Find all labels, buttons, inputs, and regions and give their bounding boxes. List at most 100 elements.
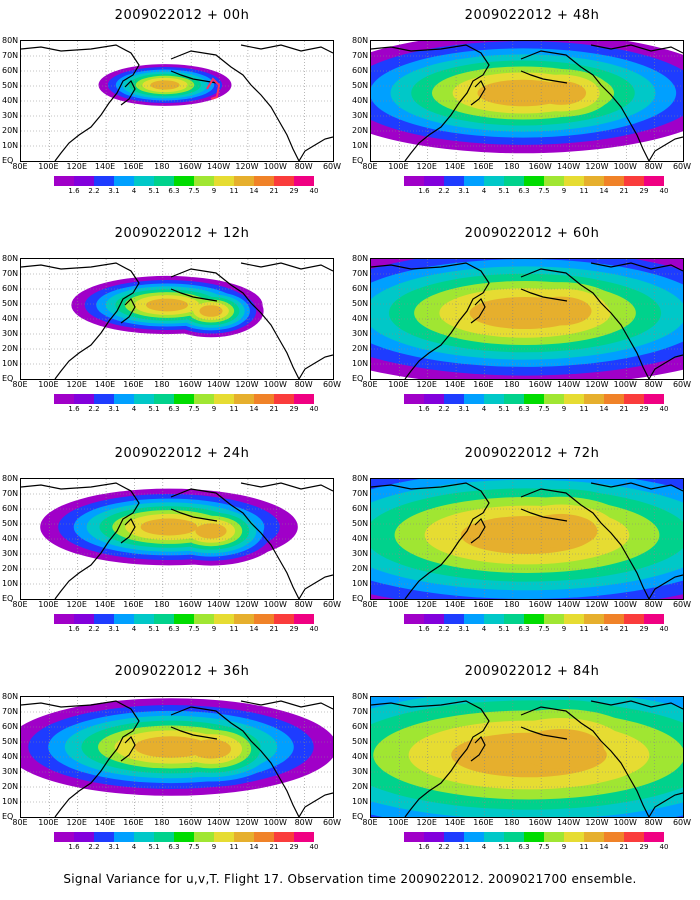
variance-fill-1 [71,275,264,338]
colorbar-label: 5.1 [148,405,160,413]
colorbar-swatch [464,394,484,404]
colorbar-swatch [154,176,174,186]
lat-label: EQ [352,156,364,165]
colorbar-swatch [524,614,544,624]
lat-label: 30N [2,767,19,776]
colorbar-label: 3.1 [108,405,120,413]
colorbar-swatch [94,614,114,624]
colorbar-swatch [584,832,604,842]
colorbar-swatch [194,176,214,186]
colorbar-label: 6.3 [168,625,180,633]
variance-contour [195,523,227,539]
colorbar-swatch [424,394,444,404]
lon-label: 140W [206,818,231,827]
lon-label: 120W [585,818,609,827]
colorbar-label: 1.6 [68,405,80,413]
colorbar-label: 21 [619,187,629,195]
colorbar-swatch [194,832,214,842]
lon-label: 120W [585,162,609,171]
colorbar-swatch [174,394,194,404]
lon-label: 80E [362,162,378,171]
lon-label: 160E [473,818,494,827]
coastline [371,700,683,817]
colorbar-swatch [644,614,664,624]
colorbar-swatch [624,832,644,842]
colorbar-label: 29 [639,405,649,413]
lon-label: 100W [613,818,637,827]
lat-label: 20N [352,126,369,135]
colorbar-label: 7.5 [538,625,550,633]
lon-label: 140E [444,818,466,827]
colorbar-swatch [234,832,254,842]
colorbar-swatch [604,394,624,404]
lon-label: 80E [12,600,28,609]
lon-label: 60W [322,818,342,827]
colorbar-swatch [214,614,234,624]
map-svg-0 [21,41,333,161]
colorbar-swatch [544,394,564,404]
colorbar-swatch [294,176,314,186]
forecast-map-5 [370,258,684,380]
colorbar-label: 29 [289,187,299,195]
colorbar-label: 1.6 [418,187,430,195]
lat-label: 60N [2,66,19,75]
lat-label: 40N [2,96,19,105]
lat-label: 80N [2,254,19,263]
colorbar-swatch [484,614,504,624]
colorbar-label: 21 [269,187,279,195]
lat-label: 30N [352,111,369,120]
colorbar [54,394,314,404]
colorbar-label: 9 [561,843,567,851]
colorbar [54,614,314,624]
flight-track [206,77,221,100]
colorbar-label: 40 [659,625,669,633]
colorbar-label: 11 [579,625,589,633]
colorbar-swatch [424,614,444,624]
lon-label: 100W [613,162,637,171]
lat-label: EQ [352,374,364,383]
variance-contour [530,296,592,326]
colorbar-swatch [404,614,424,624]
lon-label: 100E [388,162,409,171]
lon-label: 100E [388,600,409,609]
coastline [371,482,683,599]
lon-label: 80W [644,818,663,827]
colorbar-label: 21 [619,625,629,633]
lat-label: 20N [2,564,19,573]
lon-label: 80E [12,380,28,389]
colorbar-swatch [524,394,544,404]
colorbar-swatch [504,832,524,842]
lon-label: 120W [585,380,609,389]
lat-label: 50N [2,299,19,308]
lon-label: 180 [504,818,520,827]
lat-label: 20N [352,564,369,573]
lon-label: 100W [613,380,637,389]
lat-label: 80N [352,474,369,483]
colorbar-label: 9 [211,405,217,413]
colorbar-label: 6.3 [518,187,530,195]
variance-contour [145,298,189,312]
panel-title-2: 2009022012 + 24h [114,446,250,461]
colorbar-label: 7.5 [188,625,200,633]
lon-label: 100W [263,380,287,389]
colorbar-label: 2.2 [438,187,450,195]
lon-label: 120E [66,600,87,609]
colorbar-swatch [604,176,624,186]
lon-label: 120W [235,162,259,171]
map-svg-2 [21,479,333,599]
colorbar-swatch [114,394,134,404]
colorbar-swatch [74,832,94,842]
colorbar [54,832,314,842]
colorbar-label: 7.5 [188,405,200,413]
colorbar-label: 5.1 [148,187,160,195]
lon-label: 180 [504,600,520,609]
colorbar-label: 2.2 [88,405,100,413]
colorbar [54,176,314,186]
lon-label: 180 [154,818,170,827]
lon-label: 180 [504,380,520,389]
colorbar-swatch [424,176,444,186]
colorbar-swatch [114,176,134,186]
lat-label: 20N [352,344,369,353]
lon-label: 140E [94,600,116,609]
colorbar-label: 1.6 [68,625,80,633]
